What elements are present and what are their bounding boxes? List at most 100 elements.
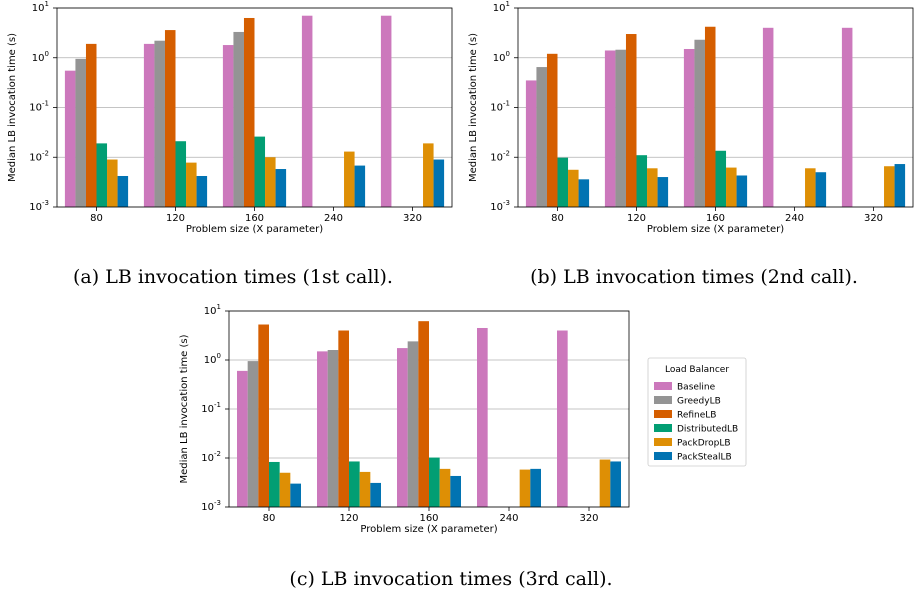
y-tick-label: 10-3 <box>29 199 49 213</box>
bar-baseline-80 <box>237 370 248 507</box>
bar-packsteallb-80 <box>117 175 129 207</box>
x-tick-label: 80 <box>90 213 103 224</box>
figure-caption: (a) LB invocation times (1st call). <box>73 266 393 288</box>
bar-packdroplb-320 <box>884 166 895 207</box>
bar-packsteallb-80 <box>290 483 301 507</box>
bar-packsteallb-240 <box>354 165 366 207</box>
bar-greedylb-120 <box>154 40 165 207</box>
x-tick-label: 320 <box>579 513 598 524</box>
bar-baseline-320 <box>841 27 853 207</box>
legend-label-greedylb: GreedyLB <box>677 397 721 407</box>
bar-packdroplb-80 <box>107 159 118 207</box>
y-tick-label: 10-1 <box>490 100 510 114</box>
bar-distributedlb-80 <box>269 461 280 507</box>
bar-baseline-120 <box>604 50 616 207</box>
bar-baseline-160 <box>397 348 408 507</box>
bar-packdroplb-320 <box>599 459 611 507</box>
y-tick-label: 101 <box>493 0 510 14</box>
bar-packsteallb-120 <box>196 175 208 207</box>
legend-swatch-distributedlb <box>654 424 672 432</box>
bar-greedylb-120 <box>615 49 626 208</box>
bar-packdroplb-80 <box>568 169 579 207</box>
legend-label-packdroplb: PackDropLB <box>677 439 731 449</box>
plot-frame <box>517 7 914 208</box>
x-tick-label: 160 <box>245 213 264 224</box>
y-axis-label: Median LB invocation time (s) <box>179 334 190 483</box>
chart-panel-c: 10-3 10-2 10-1 100 101 80 120 160 240 320 Problem … <box>179 303 630 590</box>
bar-greedylb-80 <box>75 58 86 208</box>
y-tick-label: 10-3 <box>201 499 221 513</box>
legend-box <box>647 357 747 467</box>
bar-refinelb-80 <box>546 53 558 208</box>
bar-refinelb-80 <box>85 43 97 208</box>
legend-swatch-baseline <box>654 382 672 390</box>
legend-label-packsteallb: PackStealLB <box>677 453 732 463</box>
x-tick-label: 320 <box>403 213 422 224</box>
plot-frame <box>228 310 630 508</box>
y-axis-label: Median LB invocation time (s) <box>468 33 479 182</box>
bar-packdroplb-160 <box>439 468 451 507</box>
y-tick-label: 100 <box>493 50 510 64</box>
bar-distributedlb-80 <box>96 143 108 207</box>
bar-baseline-120 <box>317 351 328 507</box>
legend-swatch-refinelb <box>654 410 672 418</box>
figure-caption: (c) LB invocation times (3rd call). <box>289 568 612 590</box>
bar-packdroplb-320 <box>423 143 434 207</box>
y-tick-label: 10-2 <box>29 149 49 163</box>
bar-packsteallb-80 <box>578 179 590 207</box>
y-axis-label: Median LB invocation time (s) <box>7 33 18 182</box>
y-tick-label: 101 <box>32 0 49 14</box>
bar-greedylb-80 <box>247 361 259 507</box>
bar-refinelb-160 <box>243 17 255 208</box>
x-tick-label: 80 <box>551 213 564 224</box>
bar-packsteallb-120 <box>370 482 381 507</box>
plot-frame <box>56 7 453 208</box>
bar-packdroplb-120 <box>647 168 658 207</box>
bar-packsteallb-320 <box>610 461 621 507</box>
bar-baseline-240 <box>762 27 774 207</box>
chart-panel-a: 10-3 10-2 10-1 100 101 80 120 160 240 320 Problem … <box>7 0 453 288</box>
bar-refinelb-160 <box>418 321 429 507</box>
bar-distributedlb-120 <box>349 461 360 507</box>
bar-packsteallb-240 <box>815 172 827 207</box>
bar-packsteallb-160 <box>450 475 461 507</box>
bar-distributedlb-160 <box>254 136 266 207</box>
x-axis-label: Problem size (X parameter) <box>186 224 323 235</box>
x-axis-label: Problem size (X parameter) <box>360 524 497 535</box>
bar-packdroplb-80 <box>279 472 291 507</box>
y-tick-label: 100 <box>204 352 221 366</box>
bar-baseline-160 <box>683 48 695 208</box>
figure-caption: (b) LB invocation times (2nd call). <box>530 266 858 288</box>
bar-refinelb-120 <box>164 30 176 208</box>
legend-label-baseline: Baseline <box>677 383 716 393</box>
bar-greedylb-160 <box>407 341 419 507</box>
bar-baseline-160 <box>222 45 234 207</box>
y-tick-label: 10-1 <box>29 100 49 114</box>
legend-swatch-packsteallb <box>654 452 672 460</box>
bar-baseline-120 <box>143 43 155 208</box>
bar-packdroplb-160 <box>265 157 276 207</box>
y-tick-label: 10-2 <box>490 149 510 163</box>
bar-baseline-320 <box>557 330 568 507</box>
bar-distributedlb-80 <box>557 157 569 207</box>
legend-swatch-greedylb <box>654 396 672 404</box>
legend-title: Load Balancer <box>665 365 729 375</box>
x-tick-label: 320 <box>864 213 883 224</box>
bar-baseline-240 <box>477 327 488 507</box>
y-tick-label: 101 <box>204 303 221 317</box>
bar-packdroplb-240 <box>519 469 531 507</box>
bar-greedylb-160 <box>694 39 705 207</box>
y-tick-label: 10-3 <box>490 199 510 213</box>
bar-distributedlb-160 <box>715 150 727 207</box>
x-tick-label: 240 <box>785 213 804 224</box>
bar-greedylb-80 <box>536 67 547 208</box>
bar-refinelb-80 <box>258 324 269 507</box>
bar-refinelb-120 <box>625 34 637 208</box>
x-tick-label: 160 <box>419 513 438 524</box>
bar-packsteallb-240 <box>530 468 541 507</box>
legend-label-refinelb: RefineLB <box>677 411 717 421</box>
bar-baseline-240 <box>301 15 313 207</box>
chart-panel-b: 10-3 10-2 10-1 100 101 80 120 160 240 320 Problem … <box>468 0 914 288</box>
bar-packdroplb-120 <box>359 471 371 507</box>
